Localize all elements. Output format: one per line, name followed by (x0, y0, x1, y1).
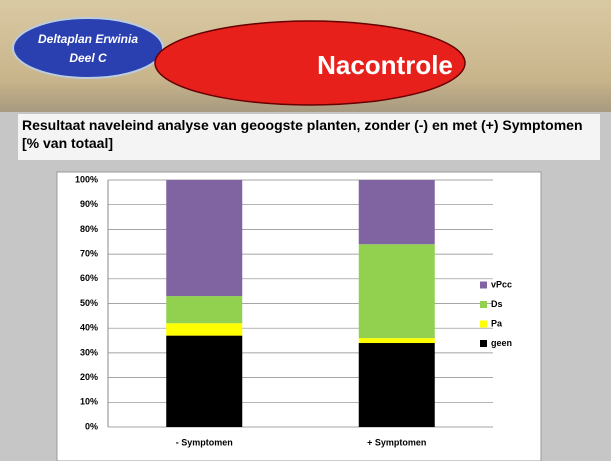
legend-label: geen (491, 338, 512, 348)
legend-swatch (480, 320, 487, 328)
y-tick-label: 40% (80, 323, 98, 333)
bar-segment (358, 180, 435, 245)
chart-area (56, 171, 542, 462)
legend-label: vPcc (491, 279, 512, 289)
bar-segment (166, 180, 243, 297)
y-tick-label: 50% (80, 298, 98, 308)
legend-swatch (480, 301, 487, 308)
legend-label: Ds (491, 299, 503, 309)
y-tick-label: 0% (85, 421, 98, 431)
y-tick-label: 100% (75, 174, 98, 184)
badge-line: Deltaplan Erwinia (38, 32, 138, 46)
bar-segment (358, 244, 435, 339)
badge-line: Deel C (69, 51, 107, 65)
bar-segment (166, 335, 243, 427)
subtitle-box (18, 114, 600, 160)
y-tick-label: 60% (80, 273, 98, 283)
bar-segment (358, 338, 435, 344)
x-tick-label: + Symptomen (367, 437, 426, 447)
x-tick-label: - Symptomen (176, 437, 233, 447)
title-ellipse (154, 20, 466, 106)
subtitle-wrap: Resultaat naveleind analyse van geoogste… (22, 117, 583, 151)
y-tick-label: 70% (80, 248, 98, 258)
legend-swatch (480, 340, 487, 347)
y-tick-label: 30% (80, 347, 98, 357)
bar-segment (358, 343, 435, 427)
y-tick-label: 90% (80, 199, 98, 209)
slide-title: Nacontrole (317, 50, 453, 80)
subtitle: Resultaat naveleind analyse van geoogste… (22, 117, 583, 151)
y-tick-label: 20% (80, 372, 98, 382)
legend-swatch (480, 281, 487, 289)
badge (12, 17, 164, 79)
bar-segment (166, 323, 243, 336)
bar-segment (166, 296, 243, 324)
legend-label: Pa (491, 318, 503, 328)
y-tick-label: 80% (80, 224, 98, 234)
y-tick-label: 10% (80, 397, 98, 407)
